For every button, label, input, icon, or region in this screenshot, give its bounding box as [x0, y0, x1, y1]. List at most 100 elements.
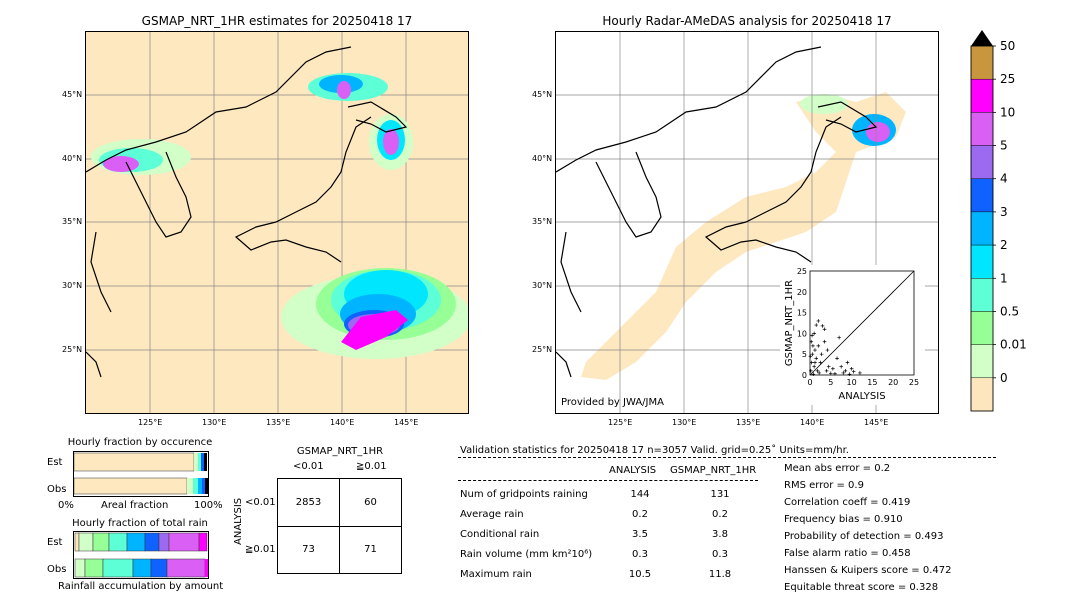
left-lat-label: 40°N	[62, 154, 83, 163]
total-rain-chart	[73, 531, 209, 579]
contingency-col-1: <0.01	[293, 461, 324, 472]
contingency-row-1: <0.01	[245, 497, 276, 508]
scatter-x-tick: 5	[828, 378, 833, 387]
scatter-point	[826, 364, 831, 369]
scatter-point	[841, 371, 846, 375]
colorbar-swatch	[970, 145, 994, 179]
left-lon-label: 125°E	[138, 418, 163, 427]
left-lon-label: 140°E	[330, 418, 355, 427]
occurrence-svg	[73, 452, 208, 495]
stat-label: Num of gridpoints raining	[460, 489, 588, 500]
colorbar-extend-arrow	[971, 30, 993, 46]
stat-gsmap: 0.2	[712, 509, 728, 520]
scatter-point	[837, 335, 841, 340]
contingency-row-2: ≧0.01	[245, 544, 276, 555]
stat-gsmap: 131	[710, 489, 730, 500]
scatter-point	[814, 356, 819, 361]
col-gsmap: GSMAP_NRT_1HR	[670, 465, 757, 476]
scatter-x-tick: 25	[909, 378, 919, 387]
colorbar-svg: 50 25 10 5 4 3 2 1 0.5 0.01 0	[970, 30, 1027, 412]
colorbar-label: 0	[1000, 371, 1008, 385]
right-lat-label: 25°N	[532, 345, 553, 354]
contingency-title: GSMAP_NRT_1HR	[296, 446, 384, 457]
scatter-point	[814, 323, 819, 327]
stat-label: Conditional rain	[460, 529, 540, 540]
rain-est-label: Est	[47, 537, 63, 548]
colorbar-label: 0.01	[1000, 338, 1027, 352]
colorbar-swatch	[970, 311, 994, 345]
scatter-point	[851, 369, 856, 374]
scatter-ylabel: GSMAP_NRT_1HR	[784, 280, 795, 366]
left-lon-label: 145°E	[394, 418, 419, 427]
cell-hit-none: 2853	[295, 497, 322, 508]
occ-est-label: Est	[47, 457, 63, 468]
scatter-point	[843, 369, 848, 373]
score-line: RMS error = 0.9	[784, 480, 864, 491]
stat-gsmap: 3.8	[712, 529, 728, 540]
scatter-y-tick: 15	[797, 309, 807, 318]
scatter-y-tick: 0	[802, 371, 807, 380]
colorbar-swatch	[970, 344, 994, 379]
scatter-point	[835, 356, 839, 361]
left-map-panel	[85, 31, 469, 414]
grid-divider	[278, 526, 401, 527]
score-line: Correlation coeff = 0.419	[784, 497, 911, 508]
scatter-x-tick: 20	[888, 378, 898, 387]
scatter-point	[839, 364, 843, 369]
left-lat-label: 30°N	[62, 281, 83, 290]
cell-false-alarm: 60	[364, 497, 377, 508]
radar-credit: Provided by JWA/JMA	[561, 397, 664, 408]
scatter-point	[822, 327, 827, 332]
col-analysis: ANALYSIS	[609, 465, 657, 476]
scatter-point	[820, 324, 825, 328]
colorbar-label: 1	[1000, 271, 1008, 285]
right-lat-label: 40°N	[532, 154, 553, 163]
right-lon-label: 135°E	[736, 418, 761, 427]
cell-miss: 73	[302, 544, 315, 555]
scatter-inset: 0 0 5 5 10 10 15 15 20 20 25 25 ANALYSIS GSMAP_NRT_1H…	[780, 265, 925, 405]
right-lat-label: 30°N	[532, 281, 553, 290]
stat-analysis: 144	[630, 489, 650, 500]
stat-analysis: 0.2	[632, 509, 648, 520]
scatter-point	[831, 366, 835, 371]
colorbar-swatch	[970, 178, 994, 213]
scatter-x-tick: 15	[867, 378, 877, 387]
scatter-point	[825, 348, 830, 352]
right-lon-label: 130°E	[672, 418, 697, 427]
stat-gsmap: 11.8	[708, 569, 732, 580]
scatter-point	[810, 333, 814, 338]
scatter-point	[818, 360, 823, 365]
contingency-row-title: ANALYSIS	[233, 497, 244, 545]
scatter-svg: 00 5 5 10 10 15 15 20 20 25 25 ANALYSIS GSMAP_NRT_1H…	[784, 267, 919, 402]
scatter-point	[812, 331, 816, 336]
scatter-point	[829, 371, 833, 376]
stat-label: Rain volume (mm km²10⁶)	[460, 549, 593, 560]
scatter-diagonal	[809, 270, 915, 376]
score-line: Hanssen & Kuipers score = 0.472	[784, 565, 952, 576]
contingency-grid: 2853 60 73 71	[277, 478, 402, 574]
score-line: False alarm ratio = 0.458	[784, 548, 911, 559]
stat-gsmap: 0.3	[712, 549, 728, 560]
stat-analysis: 0.3	[632, 549, 648, 560]
colorbar-swatch	[970, 377, 994, 412]
scatter-point	[824, 369, 829, 373]
scatter-point	[833, 371, 837, 376]
scatter-point	[809, 369, 813, 373]
colorbar-label: 50	[1000, 39, 1015, 53]
colorbar-swatch	[970, 78, 994, 113]
scatter-point	[808, 354, 813, 359]
scatter-x-tick: 0	[807, 378, 812, 387]
right-lon-label: 125°E	[608, 418, 633, 427]
right-lon-label: 145°E	[864, 418, 889, 427]
right-map-title: Hourly Radar-AMeDAS analysis for 2025041…	[602, 14, 892, 28]
left-map-svg	[86, 32, 468, 413]
right-map-svg	[556, 32, 938, 413]
scatter-x-tick: 10	[847, 378, 857, 387]
stat-label: Maximum rain	[460, 569, 532, 580]
occurrence-chart	[73, 451, 209, 497]
scatter-point	[815, 369, 820, 373]
score-line: Frequency bias = 0.910	[784, 514, 903, 525]
occ-x-left: 0%	[58, 500, 74, 511]
colorbar-swatch	[970, 211, 994, 246]
colorbar-border	[970, 45, 994, 412]
